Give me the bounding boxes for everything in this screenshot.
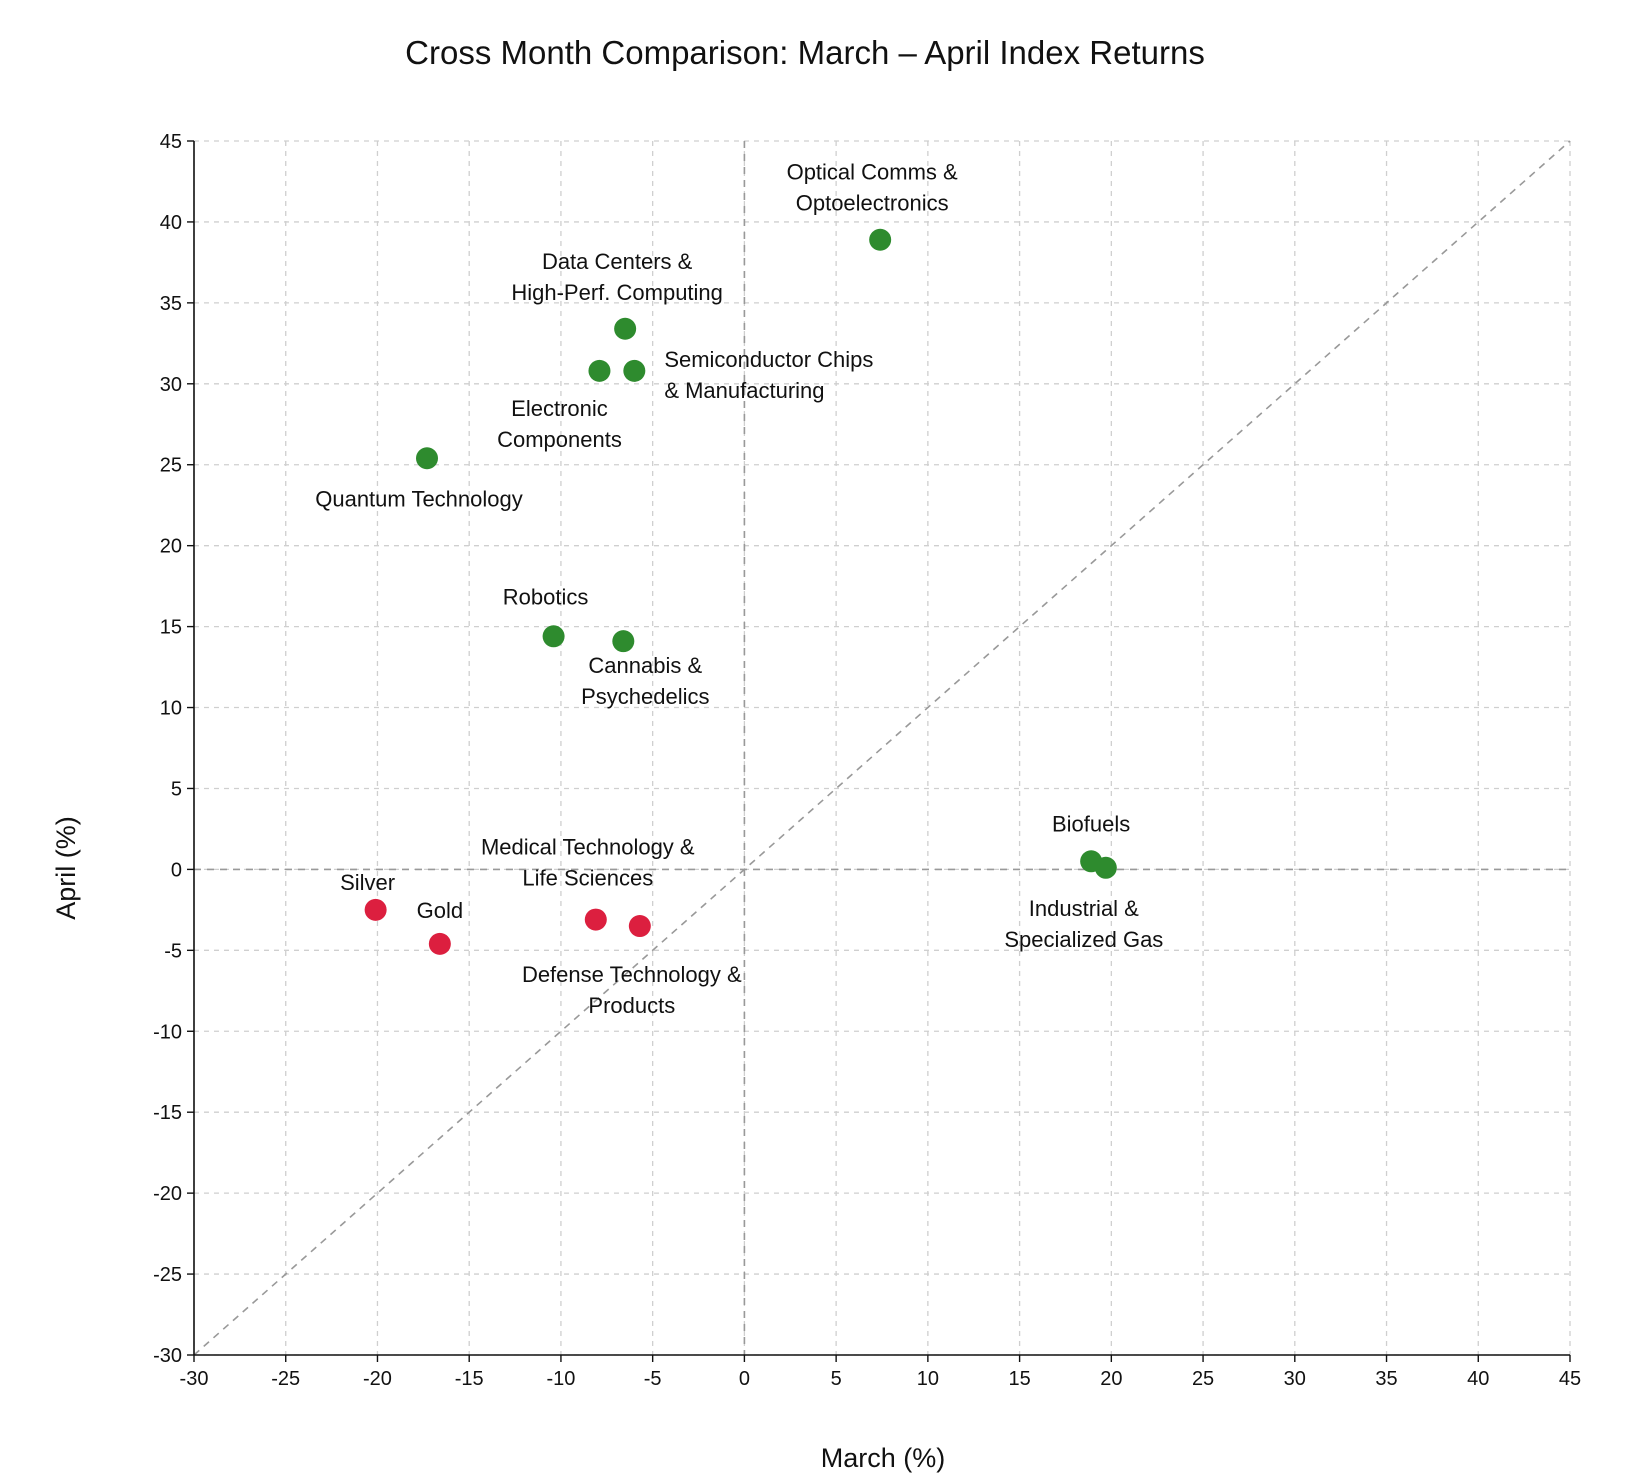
y-tick-label: 35 xyxy=(160,293,182,315)
data-point xyxy=(612,630,635,653)
data-point xyxy=(428,932,451,955)
x-tick-label: -15 xyxy=(455,1368,484,1390)
y-tick-label: 30 xyxy=(160,374,182,396)
x-tick-label: 35 xyxy=(1375,1368,1397,1390)
x-tick-label: 45 xyxy=(1559,1368,1581,1390)
x-tick-label: 20 xyxy=(1100,1368,1122,1390)
chart-title: Cross Month Comparison: March – April In… xyxy=(405,34,1205,71)
data-point-label: Life Sciences xyxy=(522,866,653,891)
data-point-label: Semiconductor Chips xyxy=(664,347,873,372)
x-tick-label: -10 xyxy=(546,1368,575,1390)
data-point-label: Medical Technology & xyxy=(481,835,695,860)
y-tick-label: 0 xyxy=(171,859,182,881)
data-point-label: Robotics xyxy=(503,584,589,609)
x-tick-label: 25 xyxy=(1192,1368,1214,1390)
reference-lines xyxy=(193,140,1571,1356)
point-labels: Optical Comms & Optoelectronics Data Cente… xyxy=(315,160,1163,1018)
data-point xyxy=(614,317,637,340)
x-tick-label: -5 xyxy=(644,1368,662,1390)
data-point xyxy=(584,908,607,931)
x-tick-label: 30 xyxy=(1284,1368,1306,1390)
y-tick-label: -30 xyxy=(153,1345,182,1367)
x-axis-ticks: -30 -25 -20 -15 -10 -5 0 5 10 15 20 25 30 35 40 45 xyxy=(180,1355,1581,1390)
axes xyxy=(193,141,1570,1356)
data-points xyxy=(364,228,1117,955)
data-point-label: Quantum Technology xyxy=(315,486,523,511)
data-point-label: Gold xyxy=(417,898,463,923)
data-point-label: Data Centers & xyxy=(542,249,693,274)
data-point-label: Products xyxy=(588,993,675,1018)
data-point xyxy=(628,915,651,938)
y-tick-label: -15 xyxy=(153,1102,182,1124)
y-axis-title: April (%) xyxy=(51,816,81,920)
y-tick-label: -25 xyxy=(153,1264,182,1286)
y-tick-label: 40 xyxy=(160,212,182,234)
data-point-label: Electronic xyxy=(511,396,608,421)
data-point xyxy=(416,447,439,470)
x-tick-label: -20 xyxy=(363,1368,392,1390)
data-point xyxy=(588,359,611,382)
x-tick-label: -25 xyxy=(271,1368,300,1390)
data-point-label: Specialized Gas xyxy=(1004,927,1163,952)
grid-lines xyxy=(193,140,1571,1356)
y-tick-label: -5 xyxy=(164,940,182,962)
data-point-label: Silver xyxy=(340,870,395,895)
x-axis-title: March (%) xyxy=(821,1443,946,1473)
data-point-label: Components xyxy=(497,427,622,452)
x-tick-label: 40 xyxy=(1467,1368,1489,1390)
y-axis-ticks: -30 -25 -20 -15 -10 -5 0 5 10 15 20 25 30 35 40 45 xyxy=(153,131,194,1367)
data-point xyxy=(869,228,892,251)
data-point xyxy=(623,359,646,382)
x-tick-label: 10 xyxy=(917,1368,939,1390)
y-tick-label: -20 xyxy=(153,1183,182,1205)
data-point-label: & Manufacturing xyxy=(664,378,824,403)
y-tick-label: 45 xyxy=(160,131,182,153)
x-tick-label: -30 xyxy=(180,1368,209,1390)
data-point-label: Psychedelics xyxy=(581,684,709,709)
data-point-label: Industrial & xyxy=(1029,896,1139,921)
data-point-label: High-Perf. Computing xyxy=(511,280,723,305)
y-tick-label: 5 xyxy=(171,778,182,800)
y-tick-label: 10 xyxy=(160,698,182,720)
data-point-label: Cannabis & xyxy=(588,653,702,678)
y-tick-label: 15 xyxy=(160,617,182,639)
y-tick-label: -10 xyxy=(153,1021,182,1043)
diagonal-reference-line xyxy=(193,140,1571,1356)
data-point-label: Defense Technology & xyxy=(522,962,742,987)
x-tick-label: 5 xyxy=(831,1368,842,1390)
x-tick-label: 15 xyxy=(1008,1368,1030,1390)
y-tick-label: 20 xyxy=(160,536,182,558)
data-point-label: Biofuels xyxy=(1052,811,1130,836)
data-point-label: Optical Comms & xyxy=(787,160,958,185)
x-tick-label: 0 xyxy=(739,1368,750,1390)
data-point xyxy=(364,898,387,921)
data-point-label: Optoelectronics xyxy=(796,191,949,216)
data-point xyxy=(1094,856,1117,879)
data-point xyxy=(542,625,565,648)
y-tick-label: 25 xyxy=(160,455,182,477)
